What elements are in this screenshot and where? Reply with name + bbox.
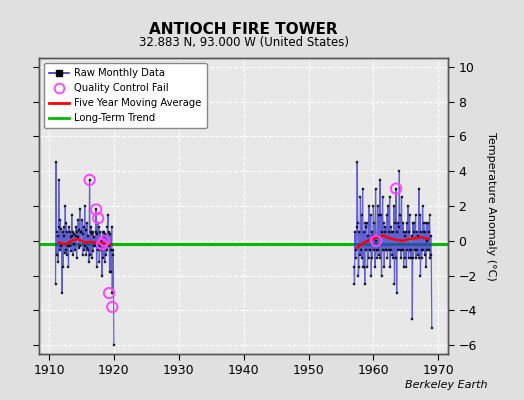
Point: [392, 185, 400, 192]
Point: [372, 238, 380, 244]
Point: [108, 304, 116, 310]
Point: [105, 290, 113, 296]
Text: Berkeley Earth: Berkeley Earth: [405, 380, 487, 390]
Y-axis label: Temperature Anomaly (°C): Temperature Anomaly (°C): [486, 132, 496, 280]
Text: 32.883 N, 93.000 W (United States): 32.883 N, 93.000 W (United States): [139, 36, 348, 49]
Point: [98, 241, 106, 248]
Text: ANTIOCH FIRE TOWER: ANTIOCH FIRE TOWER: [149, 22, 338, 37]
Legend: Raw Monthly Data, Quality Control Fail, Five Year Moving Average, Long-Term Tren: Raw Monthly Data, Quality Control Fail, …: [45, 63, 206, 128]
Point: [100, 238, 108, 244]
Point: [92, 206, 100, 213]
Point: [94, 215, 102, 221]
Point: [85, 177, 94, 183]
